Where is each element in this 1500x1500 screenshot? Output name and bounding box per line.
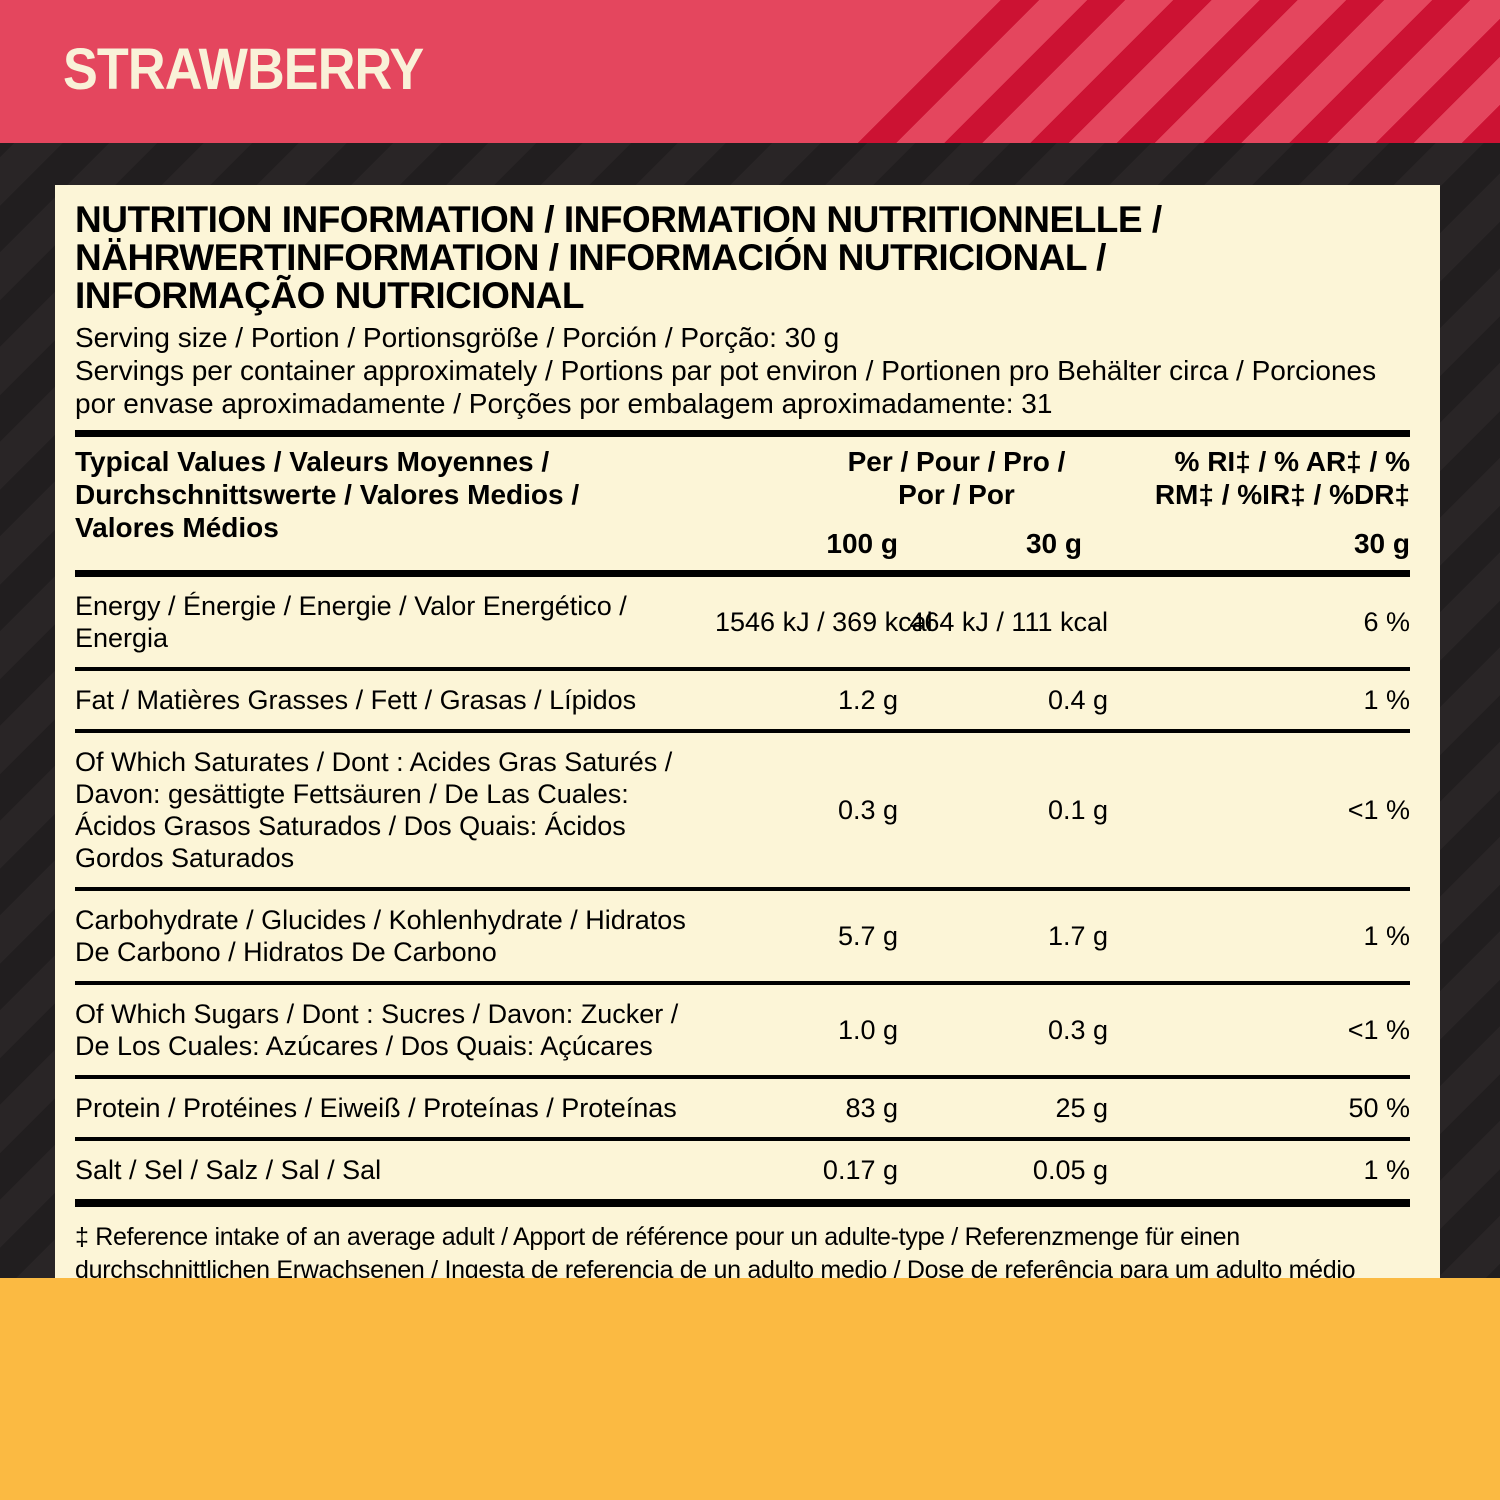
row-label: Protein / Protéines / Eiweiß / Proteínas… [75, 1093, 677, 1123]
row-value-reference-intake: 6 % [1363, 607, 1410, 637]
row-value-per-100g: 1.0 g [837, 1015, 898, 1045]
row-value-per-30g: 1.7 g [1047, 921, 1108, 951]
table-row: Salt / Sel / Salz / Sal / Sal 0.17 g 0.0… [75, 1137, 1410, 1199]
column-amount-100g: 100 g [826, 528, 898, 559]
row-label: Salt / Sel / Salz / Sal / Sal [75, 1155, 382, 1185]
row-value-reference-intake: <1 % [1347, 1015, 1410, 1045]
row-value-reference-intake: 1 % [1363, 921, 1410, 951]
nutrition-panel: NUTRITION INFORMATION / INFORMATION NUTR… [55, 185, 1440, 1340]
row-value-per-100g: 0.3 g [837, 795, 898, 825]
nutrition-title-line1: NUTRITION INFORMATION / INFORMATION NUTR… [75, 199, 1162, 240]
bottom-yellow-band [0, 1278, 1500, 1500]
servings-per-container-text: Servings per container approximately / P… [75, 355, 1377, 419]
flavor-name: STRAWBERRY [63, 37, 424, 102]
row-value-reference-intake: <1 % [1347, 795, 1410, 825]
table-body: Energy / Énergie / Energie / Valor Energ… [75, 577, 1410, 1207]
nutrition-title: NUTRITION INFORMATION / INFORMATION NUTR… [75, 201, 1410, 315]
table-row: Energy / Énergie / Energie / Valor Energ… [75, 577, 1410, 667]
table-row: Of Which Saturates / Dont : Acides Gras … [75, 729, 1410, 887]
reference-intake-label-line1: % RI‡ / % AR‡ / % [1174, 446, 1410, 477]
row-value-per-30g: 0.1 g [1047, 795, 1108, 825]
row-value-per-30g: 0.3 g [1047, 1015, 1108, 1045]
per-amount-label-line2: Por / Por [898, 479, 1015, 510]
row-label: Energy / Énergie / Energie / Valor Energ… [75, 591, 627, 653]
row-value-reference-intake: 1 % [1363, 1155, 1410, 1185]
typical-values-label: Typical Values / Valeurs Moyennes / Durc… [75, 446, 580, 543]
row-value-per-100g: 5.7 g [837, 921, 898, 951]
table-header: Typical Values / Valeurs Moyennes / Durc… [75, 430, 1410, 577]
row-label: Carbohydrate / Glucides / Kohlenhydrate … [75, 905, 686, 967]
table-row: Fat / Matières Grasses / Fett / Grasas /… [75, 667, 1410, 729]
row-value-per-30g: 0.4 g [1047, 685, 1108, 715]
per-amount-label: Per / Pour / Pro / Por / Por [715, 445, 1108, 511]
table-row: Carbohydrate / Glucides / Kohlenhydrate … [75, 887, 1410, 981]
column-amount-30g: 30 g [1025, 528, 1082, 559]
row-value-per-100g: 0.17 g [822, 1155, 898, 1185]
row-value-per-100g: 1.2 g [837, 685, 898, 715]
row-value-per-30g: 0.05 g [1032, 1155, 1108, 1185]
nutrition-table: Typical Values / Valeurs Moyennes / Durc… [75, 430, 1410, 1207]
reference-intake-label-line2: RM‡ / %IR‡ / %DR‡ [1154, 479, 1410, 510]
row-value-reference-intake: 1 % [1363, 685, 1410, 715]
column-amount-ri-30g: 30 g [1353, 528, 1410, 559]
nutrition-title-line3: INFORMAÇÃO NUTRICIONAL [75, 275, 585, 316]
row-value-per-100g: 1546 kJ / 369 kcal [715, 607, 933, 637]
table-row: Of Which Sugars / Dont : Sucres / Davon:… [75, 981, 1410, 1075]
row-label: Of Which Sugars / Dont : Sucres / Davon:… [75, 999, 679, 1061]
row-label: Of Which Saturates / Dont : Acides Gras … [75, 747, 673, 873]
table-row: Protein / Protéines / Eiweiß / Proteínas… [75, 1075, 1410, 1137]
row-label: Fat / Matières Grasses / Fett / Grasas /… [75, 685, 637, 715]
nutrition-title-line2: NÄHRWERTINFORMATION / INFORMACIÓN NUTRIC… [75, 237, 1106, 278]
reference-intake-label: % RI‡ / % AR‡ / % RM‡ / %IR‡ / %DR‡ [1108, 445, 1410, 511]
per-amount-label-line1: Per / Pour / Pro / [847, 446, 1066, 477]
row-value-per-30g: 25 g [1055, 1093, 1108, 1123]
row-value-per-30g: 464 kJ / 111 kcal [909, 607, 1108, 637]
row-value-per-100g: 83 g [845, 1093, 898, 1123]
flavor-band: STRAWBERRY [0, 0, 1500, 143]
row-value-reference-intake: 50 % [1348, 1093, 1410, 1123]
serving-size-text: Serving size / Portion / Portionsgröße /… [75, 322, 840, 353]
